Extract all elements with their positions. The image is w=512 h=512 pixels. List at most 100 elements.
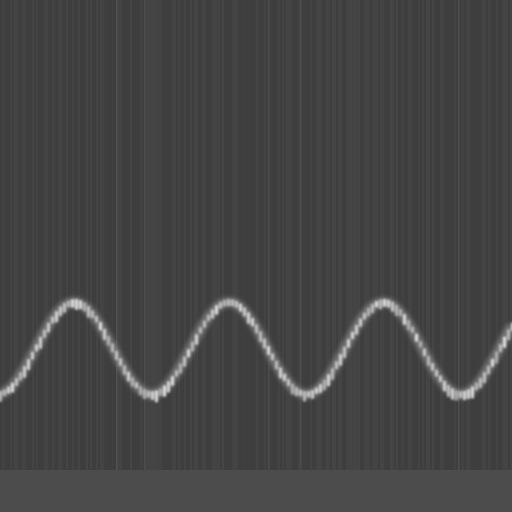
trace-point xyxy=(283,374,286,381)
trace-point xyxy=(447,385,450,397)
trace-point xyxy=(311,390,314,399)
trace-point xyxy=(267,346,270,355)
noise-column xyxy=(102,0,104,512)
noise-column xyxy=(386,0,388,512)
noise-column xyxy=(204,0,206,512)
noise-column xyxy=(170,0,172,512)
noise-column xyxy=(258,0,260,512)
noise-column xyxy=(478,0,480,512)
noise-column xyxy=(434,0,436,512)
noise-column xyxy=(136,0,138,512)
noise-column xyxy=(254,0,256,512)
trace-point xyxy=(51,317,54,324)
noise-column xyxy=(364,0,366,512)
trace-point xyxy=(39,337,42,349)
noise-column xyxy=(264,0,266,512)
noise-column xyxy=(118,0,120,512)
noise-column xyxy=(338,0,340,512)
noise-column xyxy=(246,0,248,512)
trace-point xyxy=(79,300,82,309)
trace-point xyxy=(123,365,126,374)
trace-point xyxy=(403,314,406,324)
trace-point xyxy=(127,372,130,382)
trace-point xyxy=(67,301,70,308)
noise-column xyxy=(366,0,368,512)
artifact-line xyxy=(268,0,270,470)
noise-column xyxy=(260,0,262,512)
trace-point xyxy=(199,327,202,333)
trace-point xyxy=(431,363,434,371)
noise-column xyxy=(140,0,142,512)
noise-column xyxy=(2,0,4,512)
noise-column xyxy=(50,0,52,512)
noise-column xyxy=(412,0,414,512)
noise-column xyxy=(220,0,222,512)
trace-point xyxy=(287,379,290,386)
noise-column xyxy=(422,0,424,512)
noise-column xyxy=(292,0,294,512)
noise-column xyxy=(496,0,498,512)
noise-column xyxy=(266,0,268,512)
trace-point xyxy=(175,370,178,376)
trace-point xyxy=(163,386,166,397)
noise-column xyxy=(218,0,220,512)
trace-point xyxy=(19,372,22,380)
noise-column xyxy=(192,0,194,512)
trace-point xyxy=(479,378,482,388)
trace-point xyxy=(139,386,142,395)
trace-point xyxy=(435,370,438,377)
noise-column xyxy=(314,0,316,512)
noise-column xyxy=(326,0,328,512)
trace-point xyxy=(107,336,110,345)
trace-point xyxy=(307,391,310,397)
noise-column xyxy=(328,0,330,512)
trace-point xyxy=(15,378,18,386)
noise-column xyxy=(468,0,470,512)
artifact-line xyxy=(144,0,146,470)
noise-column xyxy=(376,0,378,512)
trace-point xyxy=(59,307,62,316)
noise-column xyxy=(294,0,296,512)
noise-column xyxy=(370,0,372,512)
trace-point xyxy=(271,354,274,361)
noise-column xyxy=(46,0,48,512)
trace-point xyxy=(159,389,162,396)
trace-point xyxy=(299,390,302,396)
noise-column xyxy=(182,0,184,512)
noise-column xyxy=(426,0,428,512)
noise-column xyxy=(352,0,354,512)
trace-point xyxy=(355,325,358,334)
noise-column xyxy=(498,0,500,512)
noise-column xyxy=(378,0,380,512)
noise-column xyxy=(34,0,36,512)
noise-column xyxy=(278,0,280,512)
noise-column xyxy=(430,0,432,512)
noise-column xyxy=(30,0,32,512)
noise-column xyxy=(244,0,246,512)
trace-point xyxy=(415,334,418,342)
trace-point xyxy=(247,312,250,323)
noise-column xyxy=(86,0,88,512)
trace-point xyxy=(27,359,30,370)
noise-column xyxy=(280,0,282,512)
noise-column xyxy=(148,0,150,512)
noise-column xyxy=(186,0,188,512)
noise-column xyxy=(276,0,278,512)
noise-column xyxy=(466,0,468,512)
noise-column xyxy=(360,0,362,512)
noise-column xyxy=(324,0,326,512)
trace-point xyxy=(63,303,66,313)
noise-column xyxy=(502,0,504,512)
noise-column xyxy=(94,0,96,512)
noise-column xyxy=(24,0,26,512)
noise-column xyxy=(440,0,442,512)
noise-column xyxy=(78,0,80,512)
trace-point xyxy=(335,361,338,369)
trace-point xyxy=(167,381,170,392)
noise-column xyxy=(486,0,488,512)
noise-column xyxy=(82,0,84,512)
noise-column xyxy=(174,0,176,512)
noise-column xyxy=(272,0,274,512)
trace-point xyxy=(495,352,498,364)
